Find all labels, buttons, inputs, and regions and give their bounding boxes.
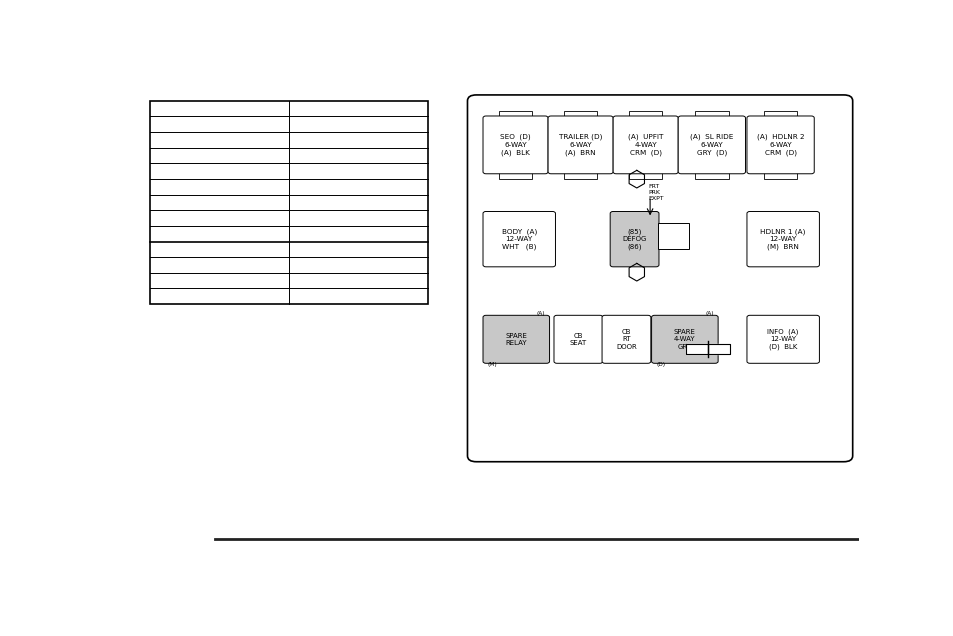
FancyBboxPatch shape — [678, 116, 744, 174]
Bar — [629, 172, 661, 179]
FancyBboxPatch shape — [613, 116, 678, 174]
Text: (85)
DEFOG
(86): (85) DEFOG (86) — [621, 228, 646, 250]
Text: (A)  HDLNR 2
6-WAY
CRM  (D): (A) HDLNR 2 6-WAY CRM (D) — [756, 134, 803, 156]
Bar — [658, 223, 689, 249]
Bar — [694, 172, 728, 179]
Text: TRAILER (D)
6-WAY
(A)  BRN: TRAILER (D) 6-WAY (A) BRN — [558, 134, 601, 156]
Bar — [763, 111, 797, 118]
FancyBboxPatch shape — [746, 212, 819, 267]
FancyBboxPatch shape — [547, 116, 613, 174]
FancyBboxPatch shape — [610, 212, 659, 267]
FancyBboxPatch shape — [467, 95, 852, 462]
FancyBboxPatch shape — [482, 315, 549, 363]
FancyBboxPatch shape — [601, 315, 650, 363]
Text: FRT
PRK
EXPT: FRT PRK EXPT — [648, 184, 663, 201]
Text: (A): (A) — [704, 311, 713, 316]
Polygon shape — [707, 343, 729, 354]
Text: SPARE
RELAY: SPARE RELAY — [505, 333, 527, 346]
FancyBboxPatch shape — [554, 315, 602, 363]
Text: INFO  (A)
12-WAY
(D)  BLK: INFO (A) 12-WAY (D) BLK — [767, 328, 798, 350]
Text: (A): (A) — [536, 311, 544, 316]
Bar — [498, 111, 531, 118]
Text: SEO  (D)
6-WAY
(A)  BLK: SEO (D) 6-WAY (A) BLK — [499, 134, 530, 156]
Bar — [151, 100, 427, 304]
FancyBboxPatch shape — [482, 116, 547, 174]
Bar — [763, 172, 797, 179]
FancyBboxPatch shape — [746, 116, 813, 174]
Bar — [498, 172, 531, 179]
Text: (A)  UPFIT
4-WAY
CRM  (D): (A) UPFIT 4-WAY CRM (D) — [627, 134, 662, 156]
Bar — [694, 111, 728, 118]
Text: (A)  SL RIDE
6-WAY
GRY  (D): (A) SL RIDE 6-WAY GRY (D) — [689, 134, 733, 156]
Text: (D): (D) — [656, 363, 664, 368]
Bar — [564, 111, 597, 118]
FancyBboxPatch shape — [482, 212, 555, 267]
Text: HDLNR 1 (A)
12-WAY
(M)  BRN: HDLNR 1 (A) 12-WAY (M) BRN — [760, 228, 805, 250]
FancyBboxPatch shape — [651, 315, 718, 363]
Text: SPARE
4-WAY
GRY: SPARE 4-WAY GRY — [673, 329, 695, 350]
Text: CB
SEAT: CB SEAT — [569, 333, 586, 346]
Bar — [629, 111, 661, 118]
Text: BODY  (A)
12-WAY
WHT   (B): BODY (A) 12-WAY WHT (B) — [501, 228, 537, 250]
Text: (M): (M) — [487, 363, 497, 368]
FancyBboxPatch shape — [746, 315, 819, 363]
Bar — [564, 172, 597, 179]
Polygon shape — [685, 343, 707, 354]
Text: CB
RT
DOOR: CB RT DOOR — [616, 329, 637, 350]
